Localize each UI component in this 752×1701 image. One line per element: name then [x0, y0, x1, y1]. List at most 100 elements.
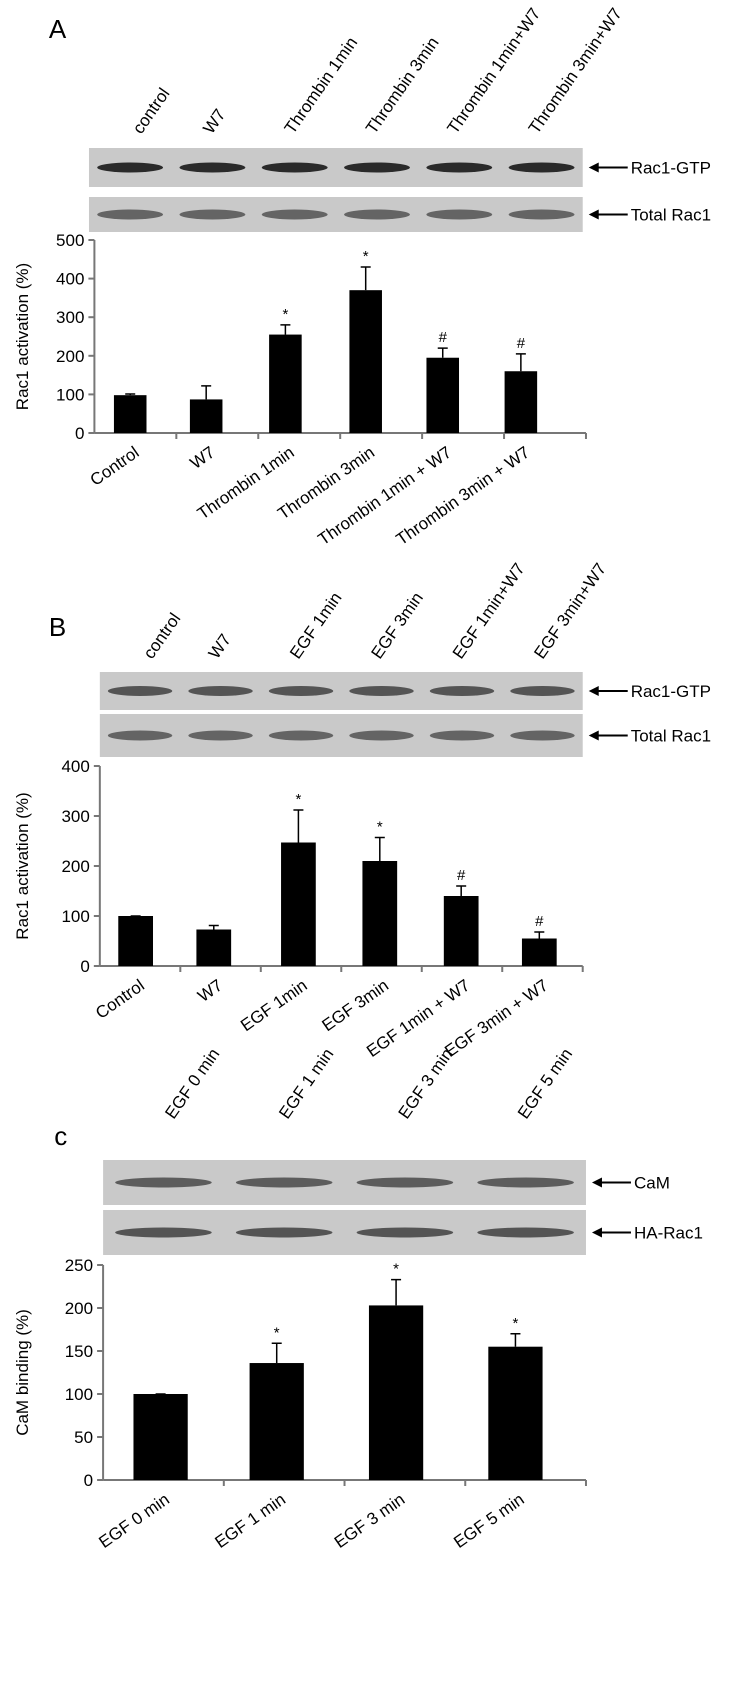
- blot-band: [426, 209, 493, 220]
- blot-image: [99, 714, 583, 757]
- significance-marker: *: [513, 1315, 519, 1332]
- bar: [118, 916, 154, 966]
- arrow-head: [588, 730, 599, 741]
- y-axis-label: Rac1 activation (%): [13, 263, 32, 410]
- blot-band: [179, 162, 246, 173]
- significance-marker: *: [377, 819, 383, 836]
- bar: [269, 334, 302, 433]
- significance-marker: *: [295, 791, 301, 808]
- error-bar: [374, 836, 385, 861]
- lane-label: Thrombin 1min: [281, 34, 362, 138]
- x-tick-label: Thrombin 3min + W7: [393, 443, 534, 549]
- blot-band: [268, 730, 334, 741]
- blot-label: Total Rac1: [631, 727, 711, 746]
- x-tick-label: EGF 3min: [319, 976, 393, 1035]
- arrow-head: [591, 1177, 602, 1188]
- lane-label: W7: [205, 631, 235, 663]
- x-tick-label: Thrombin 1min + W7: [315, 443, 456, 549]
- x-tick-label: EGF 3 min: [331, 1490, 408, 1552]
- error-bar: [208, 924, 219, 930]
- arrow-head: [588, 209, 599, 220]
- blot-band: [188, 730, 253, 741]
- y-tick-label: 300: [61, 807, 89, 826]
- error-bar: [510, 1333, 521, 1347]
- lane-label: W7: [199, 106, 229, 138]
- bar: [133, 1394, 188, 1480]
- blot-band: [344, 209, 410, 220]
- y-tick-label: 400: [61, 757, 89, 776]
- blot-band: [349, 686, 414, 696]
- arrow-head: [591, 1227, 602, 1238]
- blot-band: [115, 1177, 212, 1188]
- blot-band: [429, 730, 495, 741]
- panel-label: B: [49, 612, 66, 642]
- blot-band: [477, 1177, 574, 1188]
- blot-band: [356, 1177, 454, 1188]
- blot-band: [107, 730, 173, 741]
- y-tick-label: 100: [65, 1385, 93, 1404]
- lane-label: control: [140, 610, 185, 663]
- y-tick-label: 150: [65, 1342, 93, 1361]
- significance-marker: *: [274, 1324, 280, 1341]
- error-bar: [360, 266, 371, 291]
- error-bar: [201, 385, 212, 400]
- bar: [113, 395, 147, 433]
- y-tick-label: 0: [80, 957, 89, 976]
- blot-image: [99, 672, 583, 710]
- x-tick-label: Control: [87, 443, 143, 490]
- blot-band: [179, 209, 246, 220]
- y-tick-label: 100: [56, 385, 84, 404]
- significance-marker: *: [282, 306, 288, 323]
- error-bar: [125, 393, 136, 396]
- bar: [362, 861, 398, 966]
- arrow-head: [588, 162, 599, 173]
- bar: [281, 842, 316, 966]
- bar: [249, 1363, 304, 1480]
- error-bar: [456, 885, 467, 896]
- significance-marker: #: [439, 329, 448, 346]
- error-bar: [534, 931, 545, 939]
- blot-label: Total Rac1: [631, 206, 711, 225]
- blot-band: [508, 209, 575, 220]
- y-tick-label: 400: [56, 270, 84, 289]
- lane-label: EGF 1 min: [275, 1045, 337, 1122]
- blot-band: [97, 162, 164, 173]
- lane-label: control: [129, 85, 174, 138]
- y-tick-label: 0: [75, 424, 84, 443]
- x-tick-label: EGF 1 min: [212, 1490, 289, 1552]
- blot-band: [510, 686, 575, 696]
- significance-marker: #: [535, 913, 544, 930]
- error-bar: [515, 353, 526, 372]
- x-tick-label: W7: [187, 443, 219, 473]
- blot-label: HA-Rac1: [634, 1224, 703, 1243]
- y-tick-label: 0: [84, 1471, 93, 1490]
- blot-band: [235, 1227, 333, 1238]
- y-axis-label: Rac1 activation (%): [13, 792, 32, 939]
- lane-label: EGF 1min+W7: [449, 560, 529, 663]
- error-bar: [391, 1278, 402, 1306]
- x-tick-label: W7: [194, 976, 226, 1006]
- lane-label: EGF 5 min: [514, 1045, 576, 1122]
- blot-band: [107, 686, 173, 696]
- blot-band: [510, 730, 575, 741]
- blot-band: [261, 209, 328, 220]
- blot-band: [356, 1227, 454, 1238]
- blot-label: CaM: [634, 1174, 670, 1193]
- error-bar: [293, 809, 304, 843]
- y-tick-label: 100: [61, 907, 89, 926]
- blot-band: [97, 209, 164, 220]
- blot-band: [188, 686, 253, 696]
- y-tick-label: 200: [61, 857, 89, 876]
- error-bar: [437, 347, 448, 358]
- lane-label: EGF 3min: [368, 589, 427, 663]
- bar: [189, 399, 223, 433]
- lane-label: EGF 3 min: [395, 1045, 457, 1122]
- y-tick-label: 200: [65, 1299, 93, 1318]
- blot-band: [426, 162, 493, 173]
- error-bar: [271, 1342, 282, 1364]
- blot-band: [115, 1227, 212, 1238]
- blot-band: [344, 162, 410, 173]
- blot-band: [429, 686, 495, 696]
